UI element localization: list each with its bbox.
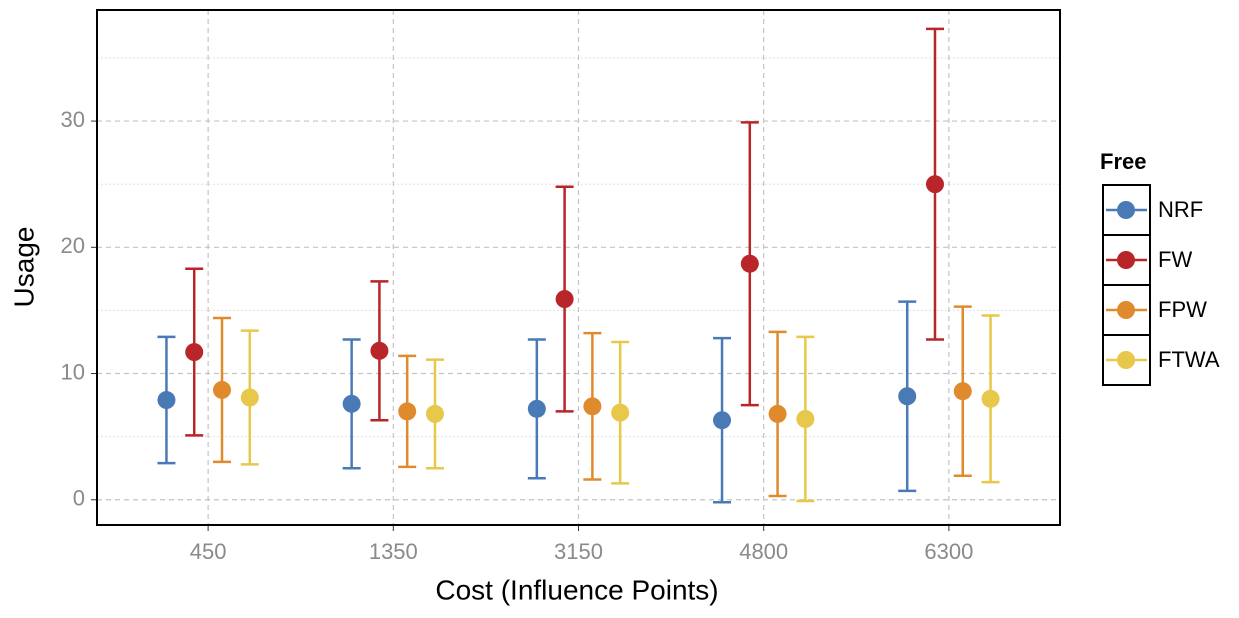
point xyxy=(981,389,1000,408)
point xyxy=(898,387,917,406)
x-axis-title: Cost (Influence Points) xyxy=(435,574,718,605)
legend-label: NRF xyxy=(1158,197,1203,222)
y-tick-label: 10 xyxy=(61,359,85,384)
point xyxy=(342,394,361,413)
point xyxy=(213,380,232,399)
point xyxy=(370,341,389,360)
x-tick-label: 450 xyxy=(190,539,227,564)
legend-title: Free xyxy=(1100,149,1146,174)
point xyxy=(953,382,972,401)
legend-point xyxy=(1117,201,1135,219)
y-tick-label: 0 xyxy=(73,486,85,511)
point xyxy=(740,254,759,273)
point xyxy=(157,391,176,410)
point xyxy=(768,404,787,423)
y-tick-label: 20 xyxy=(61,233,85,258)
x-tick-label: 4800 xyxy=(739,539,788,564)
point xyxy=(185,343,204,362)
point xyxy=(583,397,602,416)
y-tick-label: 30 xyxy=(61,107,85,132)
point xyxy=(925,175,944,194)
x-tick-label: 3150 xyxy=(554,539,603,564)
y-axis-title: Usage xyxy=(8,227,39,308)
plot-border xyxy=(96,9,1061,526)
legend-point xyxy=(1117,351,1135,369)
legend-point xyxy=(1117,301,1135,319)
point xyxy=(425,404,444,423)
legend-label: FPW xyxy=(1158,297,1207,322)
point xyxy=(713,411,732,430)
point xyxy=(240,388,259,407)
point xyxy=(796,409,815,428)
point xyxy=(527,399,546,418)
legend-point xyxy=(1117,251,1135,269)
point xyxy=(555,290,574,309)
point xyxy=(611,403,630,422)
x-tick-label: 6300 xyxy=(924,539,973,564)
x-tick-label: 1350 xyxy=(369,539,418,564)
point xyxy=(398,402,417,421)
legend-label: FW xyxy=(1158,247,1192,272)
legend-label: FTWA xyxy=(1158,347,1220,372)
